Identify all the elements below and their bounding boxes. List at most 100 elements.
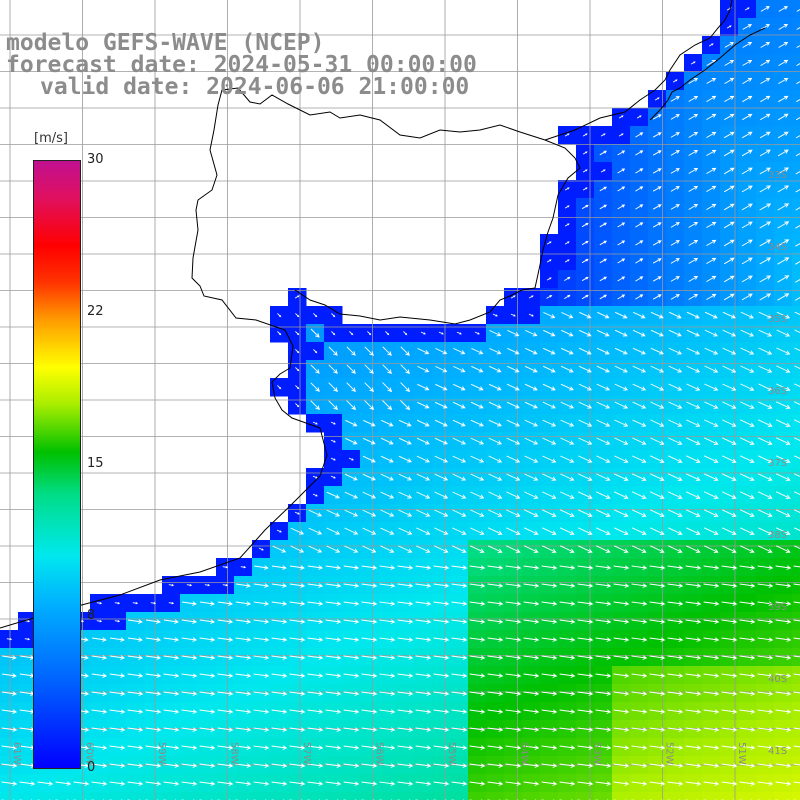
wind-arrow — [649, 655, 666, 660]
coastline-north — [544, 0, 766, 141]
wind-arrow — [615, 311, 628, 319]
wind-arrow — [795, 189, 800, 193]
wind-arrow — [564, 133, 570, 137]
wind-arrow — [721, 673, 738, 678]
wind-arrow — [452, 473, 467, 481]
wind-arrow — [614, 419, 629, 427]
wind-arrow — [775, 727, 792, 732]
wind-arrow — [613, 673, 630, 678]
wind-arrow — [380, 437, 394, 445]
wind-speed-cell — [612, 792, 631, 800]
wind-arrow — [704, 347, 719, 355]
wind-arrow — [271, 745, 288, 750]
wind-arrow — [470, 455, 485, 463]
wind-arrow — [382, 400, 393, 411]
wind-speed-cell — [792, 36, 800, 55]
wind-arrow — [163, 745, 180, 750]
wind-speed-cell — [792, 684, 800, 703]
wind-arrow — [757, 763, 774, 768]
wind-arrow — [741, 167, 753, 175]
wind-arrow — [528, 313, 534, 317]
wind-arrow — [91, 673, 108, 678]
wind-arrow — [613, 763, 630, 768]
wind-arrow — [739, 565, 756, 570]
wind-arrow — [163, 763, 180, 768]
wind-arrow — [451, 565, 468, 570]
wind-arrow — [127, 781, 144, 786]
wind-arrow — [778, 24, 789, 30]
wind-arrow — [398, 473, 413, 481]
wind-arrow — [649, 637, 666, 642]
wind-arrow — [703, 763, 720, 768]
wind-arrow — [704, 437, 719, 445]
wind-arrow — [470, 491, 485, 499]
wind-arrow — [560, 527, 575, 535]
wind-arrow — [775, 691, 792, 696]
wind-arrow — [417, 365, 430, 373]
wind-arrow — [217, 655, 234, 660]
wind-arrow — [541, 709, 558, 714]
wind-arrow — [654, 97, 660, 101]
wind-speed-cell — [792, 612, 800, 631]
wind-arrow — [451, 619, 468, 624]
wind-arrow — [776, 509, 791, 517]
wind-arrow — [361, 673, 378, 678]
wind-arrow — [379, 637, 396, 642]
wind-arrow — [757, 691, 774, 696]
wind-arrow — [487, 727, 504, 732]
wind-arrow — [668, 365, 683, 373]
wind-arrow — [778, 59, 789, 66]
wind-arrow — [724, 42, 734, 48]
wind-arrow — [722, 365, 737, 373]
wind-arrow — [614, 491, 629, 499]
wind-arrow — [400, 400, 411, 411]
wind-arrow — [541, 655, 558, 660]
wind-arrow — [564, 276, 571, 281]
wind-speed-cell — [774, 792, 793, 800]
wind-arrow — [217, 709, 234, 714]
wind-arrow — [758, 437, 773, 445]
wind-arrow — [742, 42, 753, 48]
wind-arrow — [397, 745, 414, 750]
wind-arrow — [73, 781, 90, 786]
wind-arrow — [704, 473, 719, 481]
wind-arrow — [795, 297, 800, 301]
wind-arrow — [577, 637, 594, 642]
wind-arrow — [560, 347, 574, 355]
wind-arrow — [704, 509, 719, 517]
wind-arrow — [703, 709, 720, 714]
wind-arrow — [361, 619, 378, 624]
wind-arrow — [668, 473, 683, 481]
wind-arrow — [199, 745, 216, 750]
wind-arrow — [614, 527, 629, 535]
wind-arrow — [667, 637, 684, 642]
wind-arrow — [362, 545, 377, 553]
wind-arrow — [181, 619, 198, 624]
wind-arrow — [295, 313, 300, 318]
wind-arrow — [577, 601, 594, 606]
wind-arrow — [595, 691, 612, 696]
wind-arrow — [617, 186, 626, 192]
wind-arrow — [289, 565, 305, 570]
wind-arrow — [559, 637, 576, 642]
wind-arrow — [91, 763, 108, 768]
wind-arrow — [670, 258, 680, 264]
wind-arrow — [703, 655, 720, 660]
wind-arrow — [506, 401, 520, 409]
longitude-label: 57W — [301, 742, 312, 765]
wind-speed-cell — [792, 792, 800, 800]
wind-arrow — [541, 583, 558, 588]
wind-arrow — [542, 455, 557, 463]
wind-arrow — [777, 239, 790, 247]
wind-arrow — [163, 709, 180, 714]
wind-arrow — [596, 329, 610, 337]
wind-arrow — [777, 293, 790, 301]
wind-speed-cell — [216, 792, 235, 800]
wind-arrow — [434, 509, 449, 517]
wind-arrow — [649, 583, 666, 588]
wind-arrow — [310, 382, 320, 392]
wind-arrow — [721, 781, 738, 786]
wind-arrow — [307, 583, 324, 588]
wind-arrow — [145, 673, 162, 678]
wind-arrow — [542, 527, 557, 535]
